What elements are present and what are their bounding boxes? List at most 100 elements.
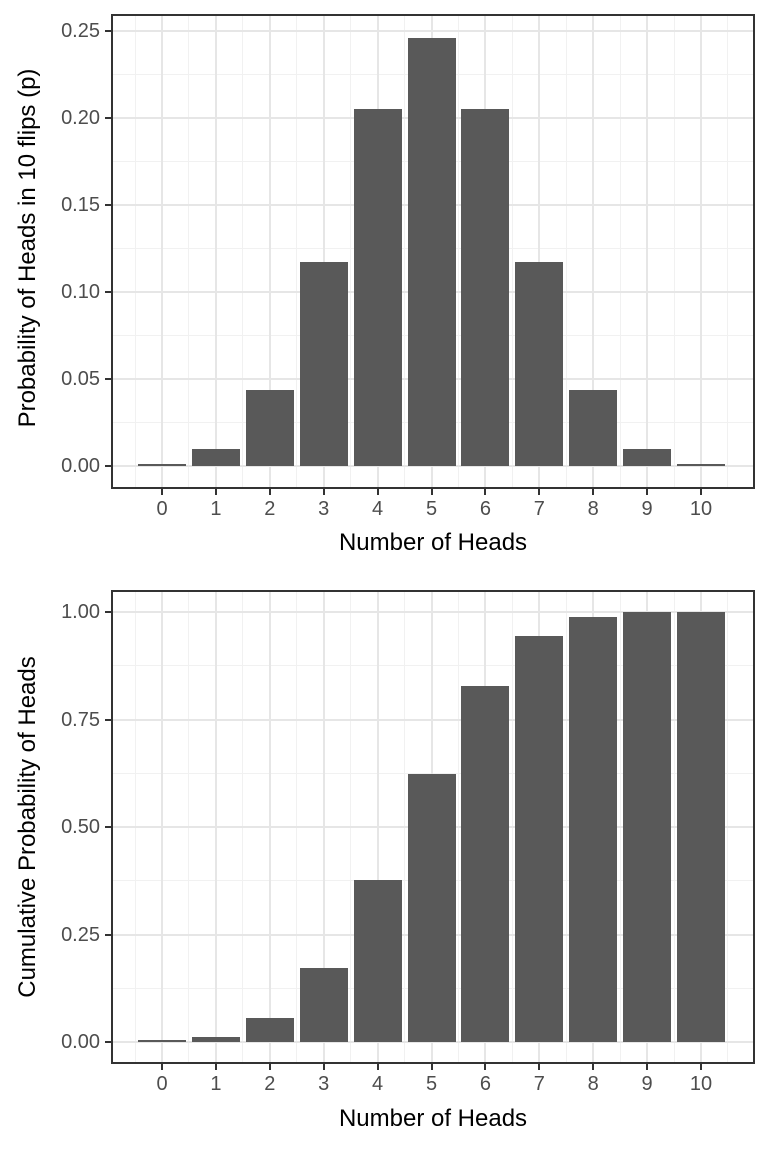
- y-tick: [105, 204, 111, 206]
- y-tick-label: 0.25: [61, 20, 100, 42]
- x-tick-label: 4: [372, 1073, 384, 1095]
- x-tick-label: 6: [479, 498, 491, 520]
- x-tick: [700, 1064, 702, 1070]
- y-tick: [105, 933, 111, 936]
- x-tick: [430, 489, 433, 495]
- x-tick: [538, 1064, 541, 1070]
- gridline-minor-vertical: [457, 16, 459, 487]
- y-tick: [105, 611, 111, 613]
- x-tick-label: 3: [318, 498, 330, 520]
- bar-6: [461, 685, 510, 1042]
- y-tick: [105, 291, 111, 293]
- x-tick: [646, 489, 649, 495]
- gridline-minor-vertical: [673, 16, 675, 487]
- y-tick-label: 1.00: [61, 601, 100, 623]
- x-tick-label: 0: [156, 498, 168, 520]
- x-tick-label: 8: [587, 498, 599, 520]
- bar-1: [191, 449, 240, 466]
- bar-0: [138, 1040, 186, 1042]
- gridline-minor-vertical: [134, 16, 136, 487]
- pmf-x-axis-title: Number of Heads: [338, 529, 528, 556]
- x-tick-label: 7: [533, 498, 545, 520]
- gridline-minor-horizontal: [113, 665, 753, 667]
- gridline-minor-vertical: [242, 16, 244, 487]
- bar-9: [623, 449, 672, 466]
- bar-2: [245, 1018, 294, 1042]
- x-tick: [268, 489, 271, 495]
- gridline-minor-vertical: [350, 16, 352, 487]
- gridline-minor-vertical: [619, 16, 621, 487]
- y-tick-label: 0.05: [61, 368, 100, 390]
- x-tick: [322, 489, 325, 495]
- y-tick: [105, 378, 111, 380]
- bar-3: [299, 968, 348, 1042]
- gridline-major-vertical: [538, 16, 541, 487]
- y-tick: [105, 30, 111, 32]
- y-tick-label: 0.15: [61, 194, 100, 216]
- bar-3: [299, 262, 348, 466]
- x-tick: [161, 1064, 163, 1070]
- x-tick-label: 7: [533, 1073, 545, 1095]
- x-tick-label: 2: [264, 1073, 276, 1095]
- gridline-major-horizontal: [113, 1041, 753, 1043]
- x-tick: [214, 489, 217, 495]
- gridline-major-horizontal: [113, 30, 753, 32]
- x-tick: [268, 1064, 271, 1070]
- plot-panel: [111, 590, 755, 1064]
- y-tick: [105, 826, 111, 828]
- bar-8: [569, 616, 618, 1042]
- y-tick: [105, 718, 111, 721]
- gridline-major-vertical: [214, 16, 217, 487]
- y-tick-label: 0.20: [61, 107, 100, 129]
- bar-0: [138, 464, 186, 466]
- bar-1: [191, 1037, 240, 1042]
- x-tick-label: 9: [641, 1073, 653, 1095]
- x-tick-label: 2: [264, 498, 276, 520]
- x-tick: [322, 1064, 325, 1070]
- x-tick: [592, 1064, 595, 1070]
- x-tick-label: 1: [210, 498, 222, 520]
- x-tick-label: 0: [156, 1073, 168, 1095]
- x-tick-label: 4: [372, 498, 384, 520]
- gridline-minor-vertical: [727, 16, 729, 487]
- bar-5: [407, 37, 456, 466]
- x-tick-label: 1: [210, 1073, 222, 1095]
- bar-5: [407, 774, 456, 1042]
- bar-10: [677, 612, 725, 1042]
- gridline-minor-vertical: [565, 16, 567, 487]
- x-tick-label: 8: [587, 1073, 599, 1095]
- x-tick: [484, 489, 487, 495]
- x-tick: [161, 489, 163, 495]
- x-tick: [592, 489, 595, 495]
- gridline-major-vertical: [161, 16, 163, 487]
- y-tick: [105, 1041, 111, 1043]
- y-tick: [105, 117, 111, 119]
- y-tick-label: 0.00: [61, 1031, 100, 1053]
- x-tick-label: 6: [479, 1073, 491, 1095]
- x-tick: [484, 1064, 487, 1070]
- gridline-major-horizontal: [113, 611, 753, 613]
- gridline-major-horizontal: [113, 465, 753, 467]
- x-tick: [376, 1064, 379, 1070]
- x-tick-label: 10: [689, 498, 713, 520]
- y-tick-label: 0.10: [61, 281, 100, 303]
- x-tick: [538, 489, 541, 495]
- gridline-minor-vertical: [188, 16, 190, 487]
- gridline-major-vertical: [322, 16, 325, 487]
- x-tick: [376, 489, 379, 495]
- x-tick: [700, 489, 702, 495]
- y-tick-label: 0.75: [61, 708, 100, 731]
- gridline-minor-vertical: [404, 16, 406, 487]
- x-tick-label: 10: [689, 1073, 713, 1095]
- bar-8: [569, 389, 618, 466]
- gridline-major-vertical: [700, 16, 702, 487]
- bar-4: [353, 879, 402, 1042]
- bar-2: [245, 389, 294, 466]
- x-tick: [214, 1064, 217, 1070]
- x-tick-label: 5: [425, 1073, 438, 1095]
- y-tick: [105, 465, 111, 467]
- y-tick-label: 0.00: [61, 455, 100, 477]
- bar-4: [353, 109, 402, 466]
- y-tick-label: 0.25: [61, 923, 100, 946]
- gridline-major-vertical: [268, 16, 271, 487]
